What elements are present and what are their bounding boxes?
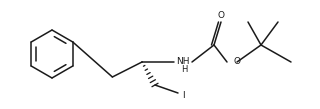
Text: H: H xyxy=(181,66,187,74)
Text: O: O xyxy=(234,58,241,66)
Text: O: O xyxy=(218,10,225,20)
Text: I: I xyxy=(182,91,184,100)
Text: NH: NH xyxy=(176,58,190,66)
